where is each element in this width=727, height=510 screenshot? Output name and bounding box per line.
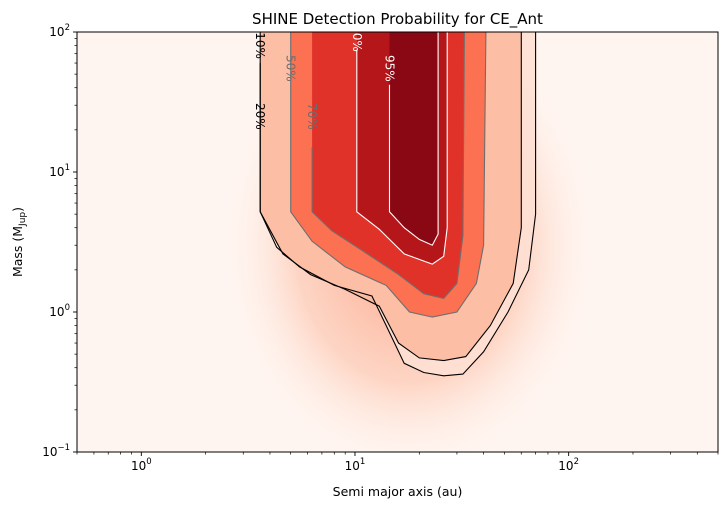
- contour-line-50%: [290, 32, 487, 318]
- y-tick-exponent: 1: [65, 163, 70, 173]
- y-tick-base: 10: [49, 165, 64, 179]
- x-tick-base: 10: [131, 459, 146, 473]
- y-tick-exponent: −1: [57, 443, 70, 453]
- contour-label-95%: 95%: [382, 55, 396, 82]
- x-axis-ticks: 100 101 102: [76, 452, 719, 473]
- x-axis-label: Semi major axis (au): [333, 484, 463, 499]
- x-tick-base: 10: [558, 459, 573, 473]
- y-tick-base: 10: [49, 25, 64, 39]
- contour-label-50%: 50%: [284, 55, 298, 82]
- heatmap-fill: [219, 32, 600, 452]
- y-axis-label-main: Mass (M: [10, 226, 25, 277]
- contour-line-95%: [388, 32, 439, 246]
- contour-label-10%: 10%: [253, 32, 267, 59]
- contour-line-70%: [311, 32, 465, 300]
- x-tick-label: 100: [131, 457, 152, 473]
- y-tick-exponent: 2: [65, 23, 70, 33]
- y-tick-label: 100: [49, 303, 70, 319]
- contour-line-90%: [356, 32, 448, 265]
- y-axis-label-close: ): [10, 207, 25, 212]
- y-tick-exponent: 0: [65, 303, 70, 313]
- heatmap-band-95%: [389, 32, 439, 246]
- y-tick-base: 10: [49, 305, 64, 319]
- x-tick-base: 10: [345, 459, 360, 473]
- contour-label-20%: 20%: [253, 103, 267, 130]
- y-tick-base: 10: [42, 445, 57, 459]
- x-tick-label: 102: [558, 457, 579, 473]
- x-tick-exponent: 1: [360, 457, 365, 467]
- contour-line-20%: [259, 32, 522, 362]
- y-axis-label-sub: Jup: [18, 212, 28, 227]
- y-tick-label: 102: [49, 23, 70, 39]
- x-tick-label: 101: [345, 457, 366, 473]
- x-tick-exponent: 2: [574, 457, 579, 467]
- plot-frame: [76, 31, 719, 453]
- y-axis-label: Mass (MJup): [10, 207, 28, 277]
- contour-label-90%: 90%: [350, 25, 364, 52]
- contour-lines: 10% 20% 50% 70% 90% 95%: [253, 25, 537, 377]
- y-tick-label: 101: [49, 163, 70, 179]
- x-tick-exponent: 0: [146, 457, 151, 467]
- chart-title: SHINE Detection Probability for CE_Ant: [252, 10, 543, 29]
- plot-area: 10% 20% 50% 70% 90% 95%: [76, 25, 719, 453]
- contour-label-70%: 70%: [305, 103, 319, 130]
- y-tick-label: 10−1: [42, 443, 70, 459]
